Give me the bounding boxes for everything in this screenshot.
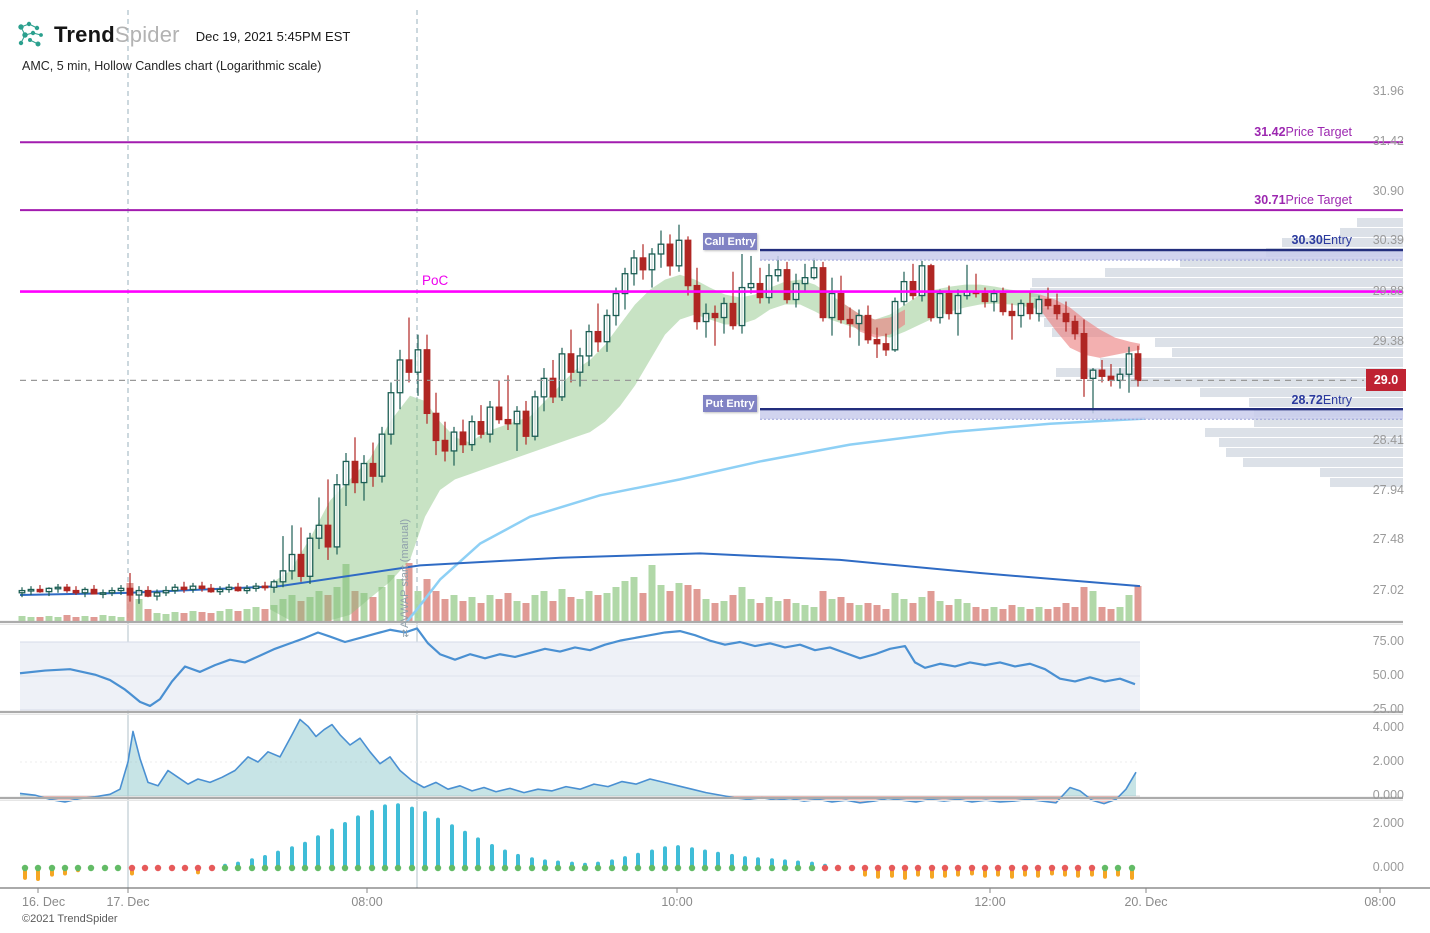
- time-axis-label: 08:00: [1364, 895, 1396, 909]
- time-axis-label: 16. Dec: [22, 895, 66, 909]
- indicator-axis-label: 2.000: [1372, 754, 1404, 768]
- price-axis-label: 27.02: [1372, 582, 1404, 597]
- chart-timestamp: Dec 19, 2021 5:45PM EST: [195, 29, 351, 44]
- price-axis-label: 31.96: [1372, 83, 1404, 98]
- avwap-anchor-icon[interactable]: ⇅: [401, 629, 410, 640]
- rsi-panel: [19, 627, 1140, 711]
- brand-trend: Trend: [54, 22, 115, 47]
- indicator-axis-label: 25.00: [1372, 702, 1404, 716]
- call-entry-text: Entry: [1322, 233, 1352, 248]
- price-axis-label: 27.94: [1372, 483, 1404, 498]
- chart-subtitle: AMC, 5 min, Hollow Candles chart (Logari…: [22, 59, 322, 73]
- level-lines: [20, 141, 1403, 420]
- call-entry-value: 30.30: [1291, 233, 1323, 248]
- indicator-axis-label: 4.000: [1372, 720, 1404, 734]
- price-axis-label: 30.90: [1372, 183, 1404, 198]
- moving-averages: [19, 417, 1146, 622]
- time-axis-label: 12:00: [974, 895, 1006, 909]
- price-target-1-text: Price Target: [1285, 125, 1352, 140]
- put-entry-badge[interactable]: Put Entry: [703, 395, 757, 413]
- current-price-badge: 29.0: [1366, 369, 1406, 392]
- price-axis-label: 29.38: [1372, 333, 1404, 348]
- price-axis-label: 31.42: [1372, 134, 1404, 149]
- flow-panel: [21, 803, 1136, 881]
- copyright: ©2021 TrendSpider: [22, 913, 118, 925]
- call-entry-level-label[interactable]: 30.30Entry: [1292, 233, 1352, 247]
- time-axis-label: 20. Dec: [1124, 895, 1168, 909]
- time-axis-label: 17. Dec: [106, 895, 150, 909]
- call-entry-badge[interactable]: Call Entry: [703, 233, 757, 251]
- put-entry-text: Entry: [1322, 393, 1352, 408]
- panel-separators: [0, 620, 1430, 893]
- trendspider-logo-icon: [18, 21, 43, 47]
- time-axis-label: 10:00: [661, 895, 693, 909]
- brand-spider: Spider: [114, 22, 180, 47]
- header: TrendSpider Dec 19, 2021 5:45PM EST: [14, 18, 350, 52]
- time-axis-label: 08:00: [351, 895, 383, 909]
- macd-panel: [19, 718, 1140, 805]
- price-axis-label: 30.39: [1372, 233, 1404, 248]
- indicator-axis-label: 75.00: [1372, 634, 1404, 648]
- price-target-1-value: 31.42: [1254, 125, 1286, 140]
- indicator-axis-label: 50.00: [1372, 668, 1404, 682]
- avwap-anchor-label[interactable]: AVWAP start (manual): [399, 518, 411, 628]
- put-entry-value: 28.72: [1291, 393, 1323, 408]
- candles: [18, 224, 1142, 604]
- indicator-axis-label: 0.000: [1372, 788, 1404, 802]
- price-axis-label: 27.48: [1372, 532, 1404, 547]
- indicator-axis-label: 2.000: [1372, 816, 1404, 830]
- brand-wordmark: TrendSpider: [54, 22, 180, 48]
- price-target-label-2[interactable]: 30.71Price Target: [1254, 193, 1352, 207]
- ma-ribbon: [270, 274, 1140, 622]
- indicator-axis-label: 0.000: [1372, 860, 1404, 874]
- poc-label[interactable]: PoC: [422, 272, 449, 288]
- volume-bars: [18, 563, 1142, 621]
- price-target-label-1[interactable]: 31.42Price Target: [1254, 125, 1352, 139]
- price-axis-label: 28.41: [1372, 433, 1404, 448]
- put-entry-level-label[interactable]: 28.72Entry: [1292, 393, 1352, 407]
- price-target-2-text: Price Target: [1285, 193, 1352, 208]
- price-target-2-value: 30.71: [1254, 193, 1286, 208]
- price-axis-label: 29.88: [1372, 283, 1404, 298]
